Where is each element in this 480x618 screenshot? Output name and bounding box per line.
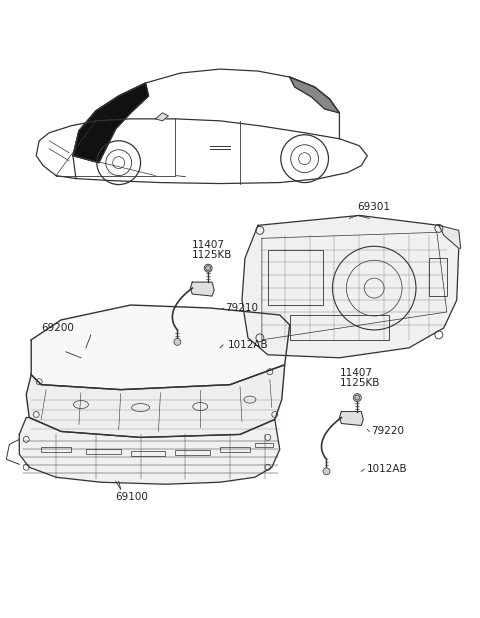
Polygon shape [439, 226, 461, 248]
Text: 69100: 69100 [116, 492, 149, 502]
Polygon shape [26, 365, 285, 438]
Text: 69200: 69200 [41, 323, 74, 333]
Circle shape [204, 265, 212, 272]
Polygon shape [73, 83, 148, 163]
Polygon shape [290, 77, 339, 113]
Bar [290, 315, 389, 340]
Bar [268, 250, 323, 305]
Bar [220, 447, 250, 452]
Text: 1012AB: 1012AB [228, 340, 269, 350]
Polygon shape [339, 412, 363, 425]
Polygon shape [31, 305, 290, 389]
Circle shape [353, 394, 361, 402]
Bar [255, 443, 273, 447]
Circle shape [206, 266, 211, 271]
Text: 1125KB: 1125KB [192, 250, 233, 260]
Bar [41, 447, 71, 452]
Circle shape [174, 339, 181, 345]
Bar [131, 451, 166, 456]
Polygon shape [19, 418, 280, 485]
Bar [86, 449, 120, 454]
Text: 1012AB: 1012AB [367, 464, 408, 474]
Circle shape [355, 395, 360, 400]
Text: 11407: 11407 [339, 368, 372, 378]
Text: 11407: 11407 [192, 240, 225, 250]
Bar [175, 451, 210, 455]
Polygon shape [190, 282, 214, 296]
Text: 69301: 69301 [357, 203, 390, 213]
Text: 1125KB: 1125KB [339, 378, 380, 387]
Circle shape [323, 468, 330, 475]
Text: 79210: 79210 [225, 303, 258, 313]
Polygon shape [156, 113, 168, 121]
Polygon shape [242, 216, 459, 358]
Text: 79220: 79220 [371, 426, 404, 436]
Bar [429, 258, 447, 296]
